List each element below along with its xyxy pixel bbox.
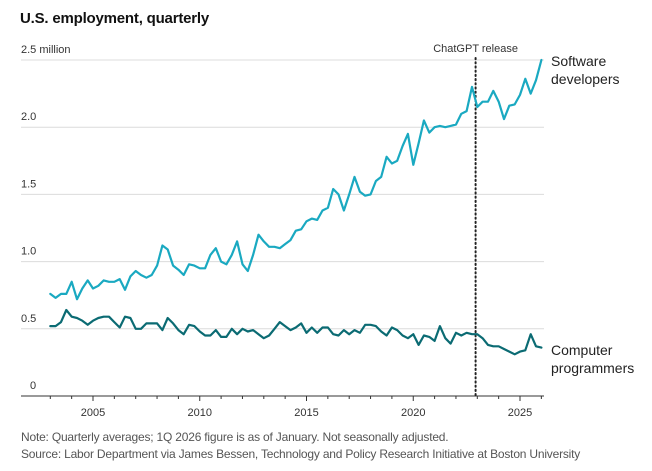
series-label: programmers xyxy=(551,360,634,376)
y-tick-label: 1.0 xyxy=(21,246,36,258)
y-tick-label: 0 xyxy=(30,380,36,392)
y-tick-label: 2.5 million xyxy=(21,44,71,56)
series-label: developers xyxy=(551,71,620,87)
series-label: Computer xyxy=(551,342,613,358)
series-lines xyxy=(49,58,543,356)
y-tick-label: 2.0 xyxy=(21,111,36,123)
annotations: ChatGPT release xyxy=(433,43,518,397)
x-tick-label: 2020 xyxy=(401,407,425,419)
chart-note: Note: Quarterly averages; 1Q 2026 figure… xyxy=(21,430,449,444)
gridlines xyxy=(21,59,544,330)
series-line-computer-programmers xyxy=(49,308,543,356)
x-tick-label: 2025 xyxy=(508,407,532,419)
x-tick-label: 2015 xyxy=(294,407,318,419)
y-tick-label: 1.5 xyxy=(21,178,36,190)
chatgpt-release-label: ChatGPT release xyxy=(433,43,518,55)
series-label: Software xyxy=(551,53,606,69)
series-line-software-developers xyxy=(49,58,543,301)
chart-title: U.S. employment, quarterly xyxy=(20,10,210,27)
y-axis-tick-labels: 0 0.5 1.0 1.5 2.0 2.5 million xyxy=(21,44,71,392)
series-labels: Software developers Computer programmers xyxy=(551,53,634,376)
x-tick-label: 2010 xyxy=(188,407,212,419)
x-axis: 2005 2010 2015 2020 2025 xyxy=(21,395,544,419)
y-tick-label: 0.5 xyxy=(21,313,36,325)
x-tick-label: 2005 xyxy=(81,407,105,419)
chart-source: Source: Labor Department via James Besse… xyxy=(21,447,581,461)
